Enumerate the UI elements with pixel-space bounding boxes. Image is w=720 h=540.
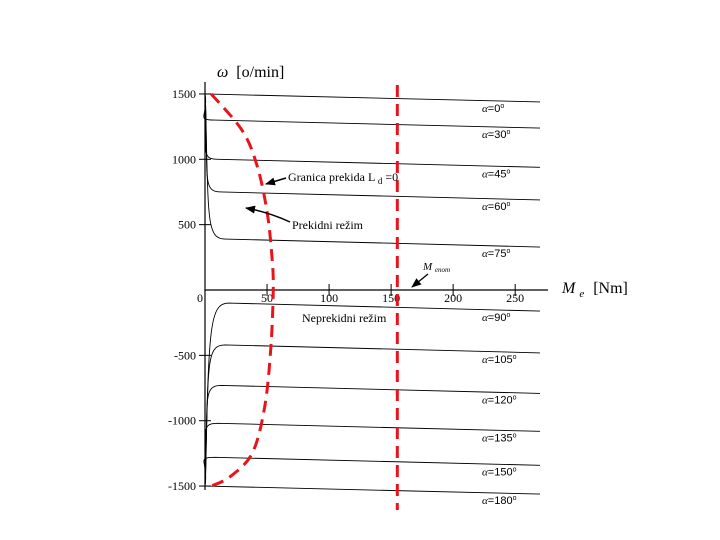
y-axis-symbol: ω <box>217 64 228 81</box>
curves <box>203 93 541 495</box>
curve-label-deg-9: o <box>513 466 517 473</box>
curve-label-deg-5: o <box>506 312 510 319</box>
curve-label-alpha-3: α <box>482 201 488 213</box>
curve-label-value-10: =180 <box>488 495 513 507</box>
curve-label-alpha-2: α <box>482 168 488 180</box>
annotation-mnom: M enom <box>411 261 450 288</box>
x-tick-label-4: 250 <box>506 291 524 305</box>
curve-label-alpha-8: α <box>482 432 488 444</box>
curve-0 <box>204 93 541 103</box>
origin-label: 0 <box>197 291 203 305</box>
curve-label-10: α=180o <box>482 495 517 507</box>
curve-label-deg-2: o <box>506 168 510 175</box>
curve-6 <box>204 344 541 487</box>
curve-9 <box>203 456 541 487</box>
granica-end: =0 <box>385 170 398 184</box>
granica-arrow <box>265 177 287 186</box>
curve-label-value-3: =60 <box>488 201 507 213</box>
curve-label-deg-0: o <box>500 103 504 110</box>
y-tick-label-0: 1500 <box>172 87 196 101</box>
curve-label-alpha-1: α <box>482 129 488 141</box>
curve-label-value-2: =45 <box>488 168 507 180</box>
curve-label-alpha-7: α <box>482 394 488 406</box>
boundary-curve <box>210 92 275 488</box>
curve-label-0: α=0o <box>482 103 504 115</box>
curve-label-value-8: =135 <box>488 432 513 444</box>
curve-label-deg-3: o <box>506 201 510 208</box>
curve-label-8: α=135o <box>482 432 517 444</box>
x-tick-label-3: 200 <box>444 291 462 305</box>
curve-label-alpha-4: α <box>482 248 488 260</box>
prekidni-arrow <box>245 205 291 223</box>
x-tick-label-2: 150 <box>382 291 400 305</box>
curve-label-2: α=45o <box>482 168 510 180</box>
curve-label-alpha-9: α <box>482 466 488 478</box>
curve-label-alpha-0: α <box>482 103 488 115</box>
x-ticks: 50 100 150 200 250 0 <box>197 284 524 305</box>
curve-label-deg-6: o <box>513 354 517 361</box>
curve-10 <box>204 485 541 495</box>
axes <box>204 82 548 490</box>
curve-8 <box>204 422 541 487</box>
curve-label-deg-1: o <box>506 129 510 136</box>
x-tick-label-1: 100 <box>320 291 338 305</box>
curve-label-deg-4: o <box>506 248 510 255</box>
y-tick-label-1: 1000 <box>172 152 196 166</box>
x-axis-title: M e [Nm] <box>561 280 628 301</box>
granica-label: Granica prekida L d =0 <box>288 170 398 187</box>
curve-label-deg-7: o <box>513 394 517 401</box>
neprekidni-label: Neprekidni režim <box>302 311 387 325</box>
curve-label-value-7: =120 <box>488 394 513 406</box>
curve-label-value-4: =75 <box>488 248 507 260</box>
curve-label-value-6: =105 <box>488 354 513 366</box>
curve-labels: α=0oα=30oα=45oα=60oα=75oα=90oα=105oα=120… <box>482 103 517 507</box>
x-tick-label-0: 50 <box>261 291 273 305</box>
curve-label-9: α=150o <box>482 466 517 478</box>
annotation-prekidni: Prekidni režim <box>245 205 364 232</box>
curve-label-3: α=60o <box>482 201 510 213</box>
y-axis-title: ω [o/min] <box>217 64 284 81</box>
y-ticks: 1500 1000 500 -500 -1000 -1500 <box>168 87 211 493</box>
mnom-main: M <box>422 261 433 273</box>
x-axis-unit: [Nm] <box>593 280 628 297</box>
curve-label-value-5: =90 <box>488 312 507 324</box>
y-tick-label-3: -500 <box>174 348 196 362</box>
curve-label-1: α=30o <box>482 129 510 141</box>
x-axis-subscript: e <box>579 288 584 300</box>
granica-sub: d <box>378 176 383 186</box>
x-axis-symbol: M <box>561 280 577 297</box>
curve-label-4: α=75o <box>482 248 510 260</box>
y-axis-unit: [o/min] <box>236 64 284 81</box>
mnom-label: M enom <box>422 261 450 274</box>
curve-label-alpha-10: α <box>482 495 488 507</box>
curve-label-deg-8: o <box>513 432 517 439</box>
mnom-sub: enom <box>435 266 450 274</box>
curve-label-alpha-5: α <box>482 312 488 324</box>
annotation-granica: Granica prekida L d =0 <box>265 170 398 187</box>
y-tick-label-5: -1500 <box>168 479 196 493</box>
curve-label-7: α=120o <box>482 394 517 406</box>
granica-main: Granica prekida L <box>288 170 375 184</box>
curve-label-deg-10: o <box>513 495 517 502</box>
curve-label-value-1: =30 <box>488 129 507 141</box>
curve-label-value-9: =150 <box>488 466 513 478</box>
curve-label-value-0: =0 <box>488 103 501 115</box>
annotation-neprekidni: Neprekidni režim <box>302 311 387 325</box>
mnom-arrow <box>411 273 429 288</box>
curve-label-5: α=90o <box>482 312 510 324</box>
curve-label-6: α=105o <box>482 354 517 366</box>
curve-label-alpha-6: α <box>482 354 488 366</box>
prekidni-label: Prekidni režim <box>292 218 364 232</box>
y-tick-label-4: -1000 <box>168 414 196 428</box>
y-tick-label-2: 500 <box>178 218 196 232</box>
curve-4 <box>204 93 541 248</box>
